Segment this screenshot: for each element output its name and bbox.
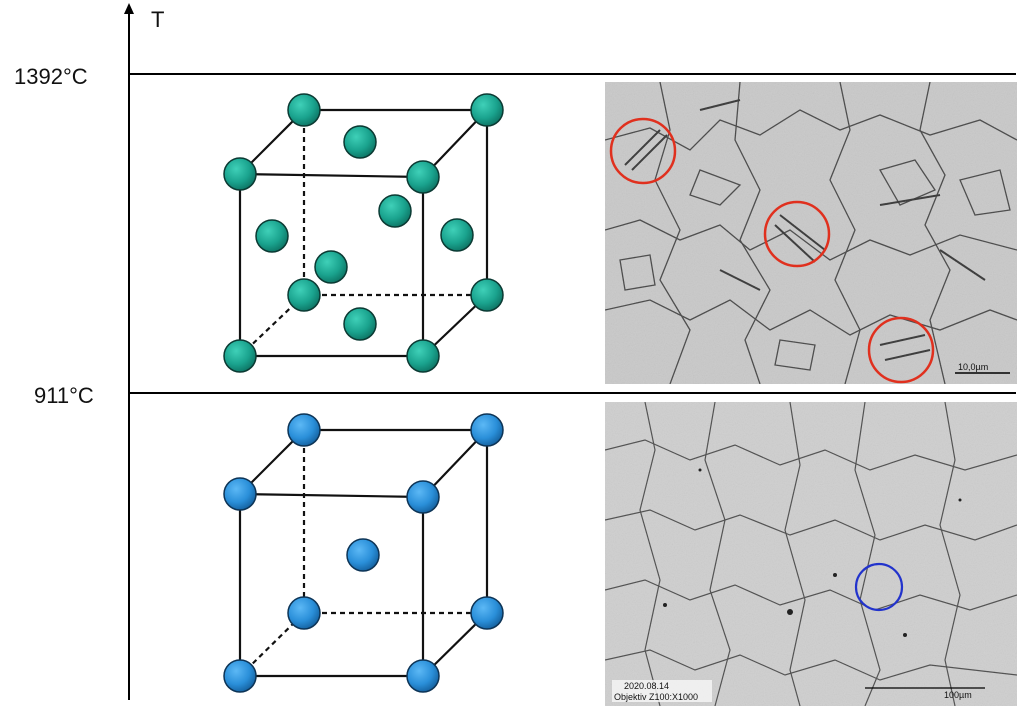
fcc-corner-atom [223,157,257,191]
bcc-corner-atom [406,659,440,693]
bcc-corner-atom [470,413,504,447]
temp-label-lower: 911°C [34,383,94,408]
fcc-face-atom [343,125,377,159]
bcc-atoms [223,413,504,693]
axis-arrow-icon [124,3,134,14]
fcc-corner-atom [287,278,321,312]
bcc-corner-atom [470,596,504,630]
twin-highlight-circle [609,117,677,185]
scale-bar-label-top: 10,0µm [958,362,988,372]
bcc-corner-atom [223,659,257,693]
fcc-face-atom [314,250,348,284]
bcc-corner-atom [406,480,440,514]
twin-highlight-circle [867,316,935,384]
temperature-axis: T [124,3,164,700]
fcc-atoms [223,93,504,373]
fcc-corner-atom [470,93,504,127]
fcc-corner-atom [470,278,504,312]
bcc-corner-atom [223,477,257,511]
scale-bar-label-bottom: 100µm [944,690,972,700]
fcc-face-atom [343,307,377,341]
fcc-face-atom [255,219,289,253]
fcc-face-atom [378,194,412,228]
fcc-face-atom [440,218,474,252]
micrograph-bottom: 2020.08.14 Objektiv Z100:X1000 100µm [605,402,1017,706]
bcc-corner-atom [287,596,321,630]
axis-label: T [151,7,164,32]
twin-highlight-circle [763,200,831,268]
inclusions [663,468,962,637]
grain-highlight-circle [854,562,904,612]
caption-box [612,680,712,702]
bcc-corner-atom [287,413,321,447]
temp-label-upper: 1392°C [14,64,88,89]
micrograph-top: 10,0µm [605,82,1017,384]
micrograph-date: 2020.08.14 [624,681,669,691]
micrograph-objective: Objektiv Z100:X1000 [614,692,698,702]
fcc-corner-atom [406,339,440,373]
fcc-corner-atom [287,93,321,127]
fcc-corner-atom [406,160,440,194]
bcc-center-atom [346,538,380,572]
fcc-corner-atom [223,339,257,373]
